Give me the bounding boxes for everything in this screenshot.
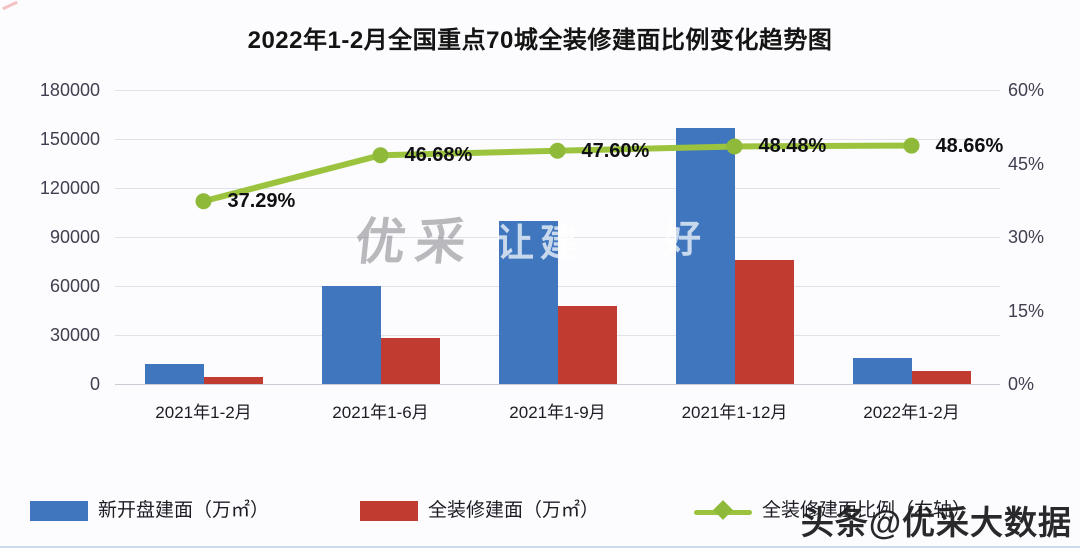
trend-point-label: 47.60%: [581, 139, 650, 162]
corner-red-scratch: [2, 0, 18, 11]
bar-new-open-area: [144, 364, 204, 384]
watermark-logo: 优采: [352, 214, 479, 270]
gridline: [115, 90, 1000, 91]
left-axis-tick-label: 0: [89, 374, 100, 394]
trend-point-label: 37.29%: [227, 190, 296, 213]
bar-new-open-area: [498, 220, 558, 384]
left-axis-tick-label: 90000: [49, 227, 100, 247]
bar-decorated-area: [557, 306, 617, 384]
gridline: [115, 286, 1000, 287]
trend-point-label: 48.48%: [758, 135, 827, 158]
left-axis-tick-label: 120000: [39, 178, 100, 198]
trend-point-label: 46.68%: [404, 144, 473, 167]
bar-decorated-area: [911, 371, 971, 384]
bar-decorated-area: [380, 338, 440, 384]
legend-red-swatch-icon: [360, 501, 418, 521]
trend-marker-icon: [372, 147, 389, 164]
watermark-fragment-right: 好: [663, 219, 708, 261]
right-axis-tick-label: 45%: [1008, 153, 1045, 174]
trend-point-label: 48.66%: [935, 134, 1004, 157]
gridline: [115, 139, 1000, 140]
legend-label: 全装修建面（万㎡）: [428, 500, 600, 521]
left-axis-tick-label: 150000: [39, 129, 100, 149]
x-axis-category-label: 2021年1-9月: [509, 403, 606, 422]
chart-title: 2022年1-2月全国重点70城全装修建面比例变化趋势图: [247, 27, 833, 54]
right-axis-tick-label: 0%: [1008, 374, 1035, 394]
bar-new-open-area: [321, 286, 381, 384]
x-axis-category-label: 2021年1-2月: [155, 403, 252, 422]
watermark-fragment-left: 让建: [496, 223, 585, 265]
legend-label: 全装修建面比例（右轴）: [762, 500, 972, 521]
x-axis-category-label: 2022年1-2月: [863, 403, 960, 422]
trend-marker-icon: [195, 193, 212, 210]
legend-blue-swatch-icon: [30, 501, 88, 521]
right-axis-tick-label: 30%: [1008, 227, 1045, 247]
legend-diamond-marker-icon: [713, 500, 733, 520]
trend-marker-icon: [549, 142, 566, 159]
bar-decorated-area: [734, 260, 794, 384]
x-axis-category-label: 2021年1-6月: [332, 403, 429, 422]
x-axis-category-label: 2021年1-12月: [681, 403, 788, 422]
bottom-border: [0, 546, 1080, 548]
right-axis-tick-label: 60%: [1008, 80, 1045, 100]
legend-label: 新开盘建面（万㎡）: [98, 500, 270, 521]
gridline: [115, 237, 1000, 238]
left-axis-tick-label: 30000: [49, 325, 100, 345]
watermark-corner: 头条@优采大数据: [800, 504, 1072, 541]
right-axis-tick-label: 15%: [1008, 300, 1045, 321]
left-axis-tick-label: 60000: [49, 276, 100, 296]
left-axis-tick-label: 180000: [39, 80, 100, 100]
bar-new-open-area: [852, 357, 912, 384]
gridline: [115, 384, 1000, 385]
bar-decorated-area: [203, 376, 263, 384]
